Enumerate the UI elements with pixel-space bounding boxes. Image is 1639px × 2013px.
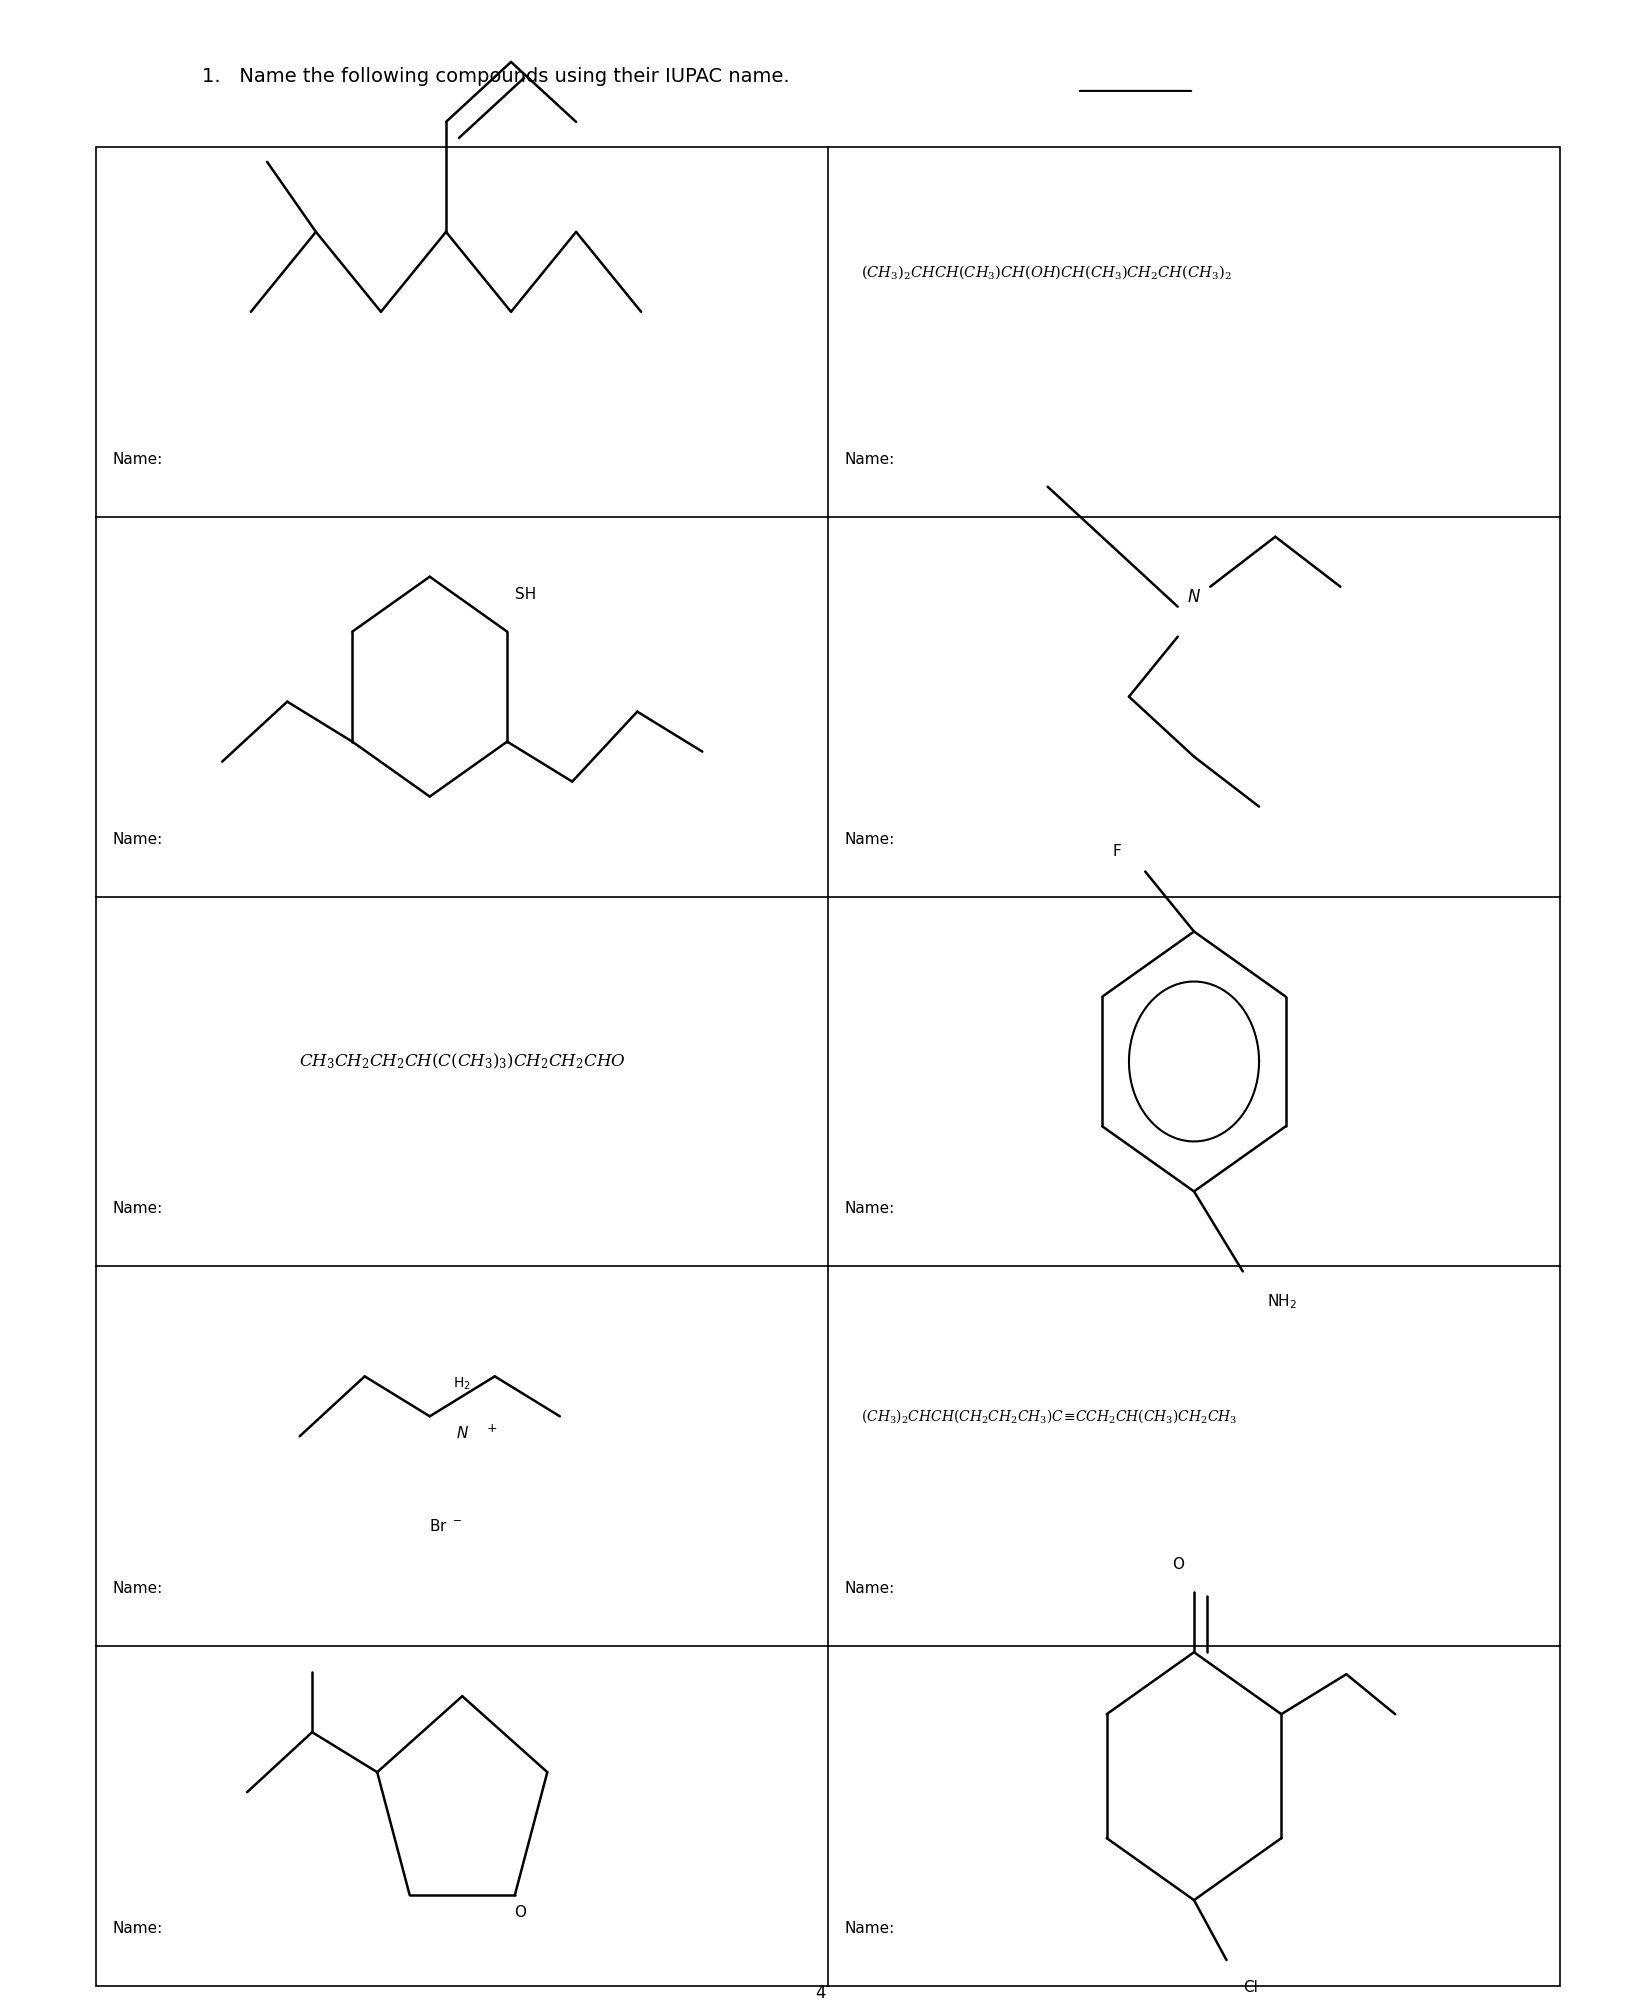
Text: Name:: Name: (844, 451, 895, 467)
Text: Name:: Name: (844, 831, 895, 847)
Text: $CH_3CH_2CH_2CH(C(CH_3)_3)CH_2CH_2CHO$: $CH_3CH_2CH_2CH(C(CH_3)_3)CH_2CH_2CHO$ (298, 1051, 624, 1071)
Text: F: F (1111, 843, 1119, 860)
Text: N: N (456, 1427, 467, 1441)
Text: SH: SH (515, 586, 536, 602)
Text: Cl: Cl (1242, 1981, 1257, 1995)
Text: Name:: Name: (113, 1582, 162, 1596)
Text: O: O (513, 1904, 526, 1920)
Text: NH$_2$: NH$_2$ (1267, 1292, 1296, 1310)
Text: H$_2$: H$_2$ (452, 1377, 470, 1393)
Bar (97, 147, 1559, 1987)
Text: 1.   Name the following compounds using their IUPAC name.: 1. Name the following compounds using th… (202, 66, 790, 87)
Text: Name:: Name: (844, 1920, 895, 1937)
Text: $(CH_3)_2CHCH(CH_2CH_2CH_3)C\!\equiv\!CCH_2CH(CH_3)CH_2CH_3$: $(CH_3)_2CHCH(CH_2CH_2CH_3)C\!\equiv\!CC… (860, 1407, 1236, 1425)
Text: 4: 4 (815, 1985, 824, 2003)
Text: $(CH_3)_2CHCH(CH_3)CH(OH)CH(CH_3)CH_2CH(CH_3)_2$: $(CH_3)_2CHCH(CH_3)CH(OH)CH(CH_3)CH_2CH(… (860, 264, 1231, 280)
Text: N: N (1187, 588, 1200, 606)
Text: Name:: Name: (113, 831, 162, 847)
Text: Name:: Name: (113, 451, 162, 467)
Text: +: + (487, 1423, 497, 1435)
Text: Name:: Name: (844, 1202, 895, 1216)
Text: Name:: Name: (113, 1920, 162, 1937)
Text: O: O (1170, 1558, 1183, 1572)
Text: Br $^-$: Br $^-$ (429, 1518, 462, 1534)
Text: Name:: Name: (844, 1582, 895, 1596)
Text: Name:: Name: (113, 1202, 162, 1216)
